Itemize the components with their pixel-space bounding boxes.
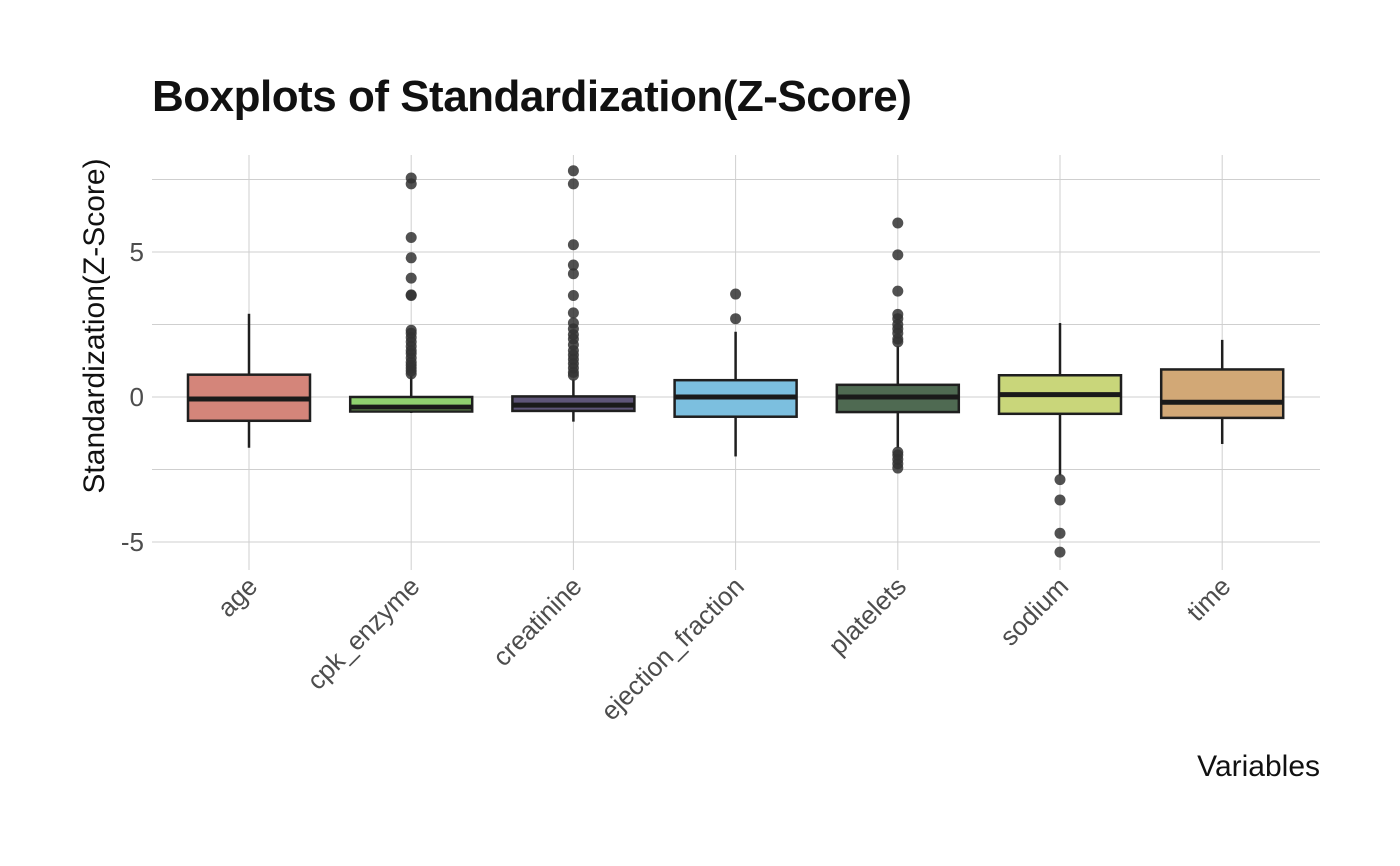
y-axis-ticks: -5 0 5 [121,237,144,557]
outlier-point [405,289,417,301]
outlier-point [892,249,904,261]
box-cpk_enzyme [348,172,474,413]
chart-title: Boxplots of Standardization(Z-Score) [152,72,912,121]
x-tick-label: sodium [994,571,1074,651]
outlier-point [1054,527,1066,539]
x-tick-label: creatinine [487,571,588,672]
y-tick-label: 5 [130,237,144,267]
outlier-point [567,317,579,329]
outlier-point [567,178,579,190]
outlier-point [567,268,579,280]
y-tick-label: 0 [130,382,144,412]
x-axis-ticks: age cpk_enzyme creatinine ejection_fraction… [211,571,1236,726]
outlier-point [567,259,579,271]
x-tick-label: ejection_fraction [595,571,750,726]
outlier-point [1054,494,1066,506]
outlier-point [1054,474,1066,486]
outlier-point [405,172,417,184]
box-layer [186,165,1285,558]
box-age [186,313,312,448]
x-tick-label: cpk_enzyme [301,571,425,695]
outlier-point [567,290,579,301]
box-ejection_fraction [673,288,798,457]
outlier-point [405,324,417,336]
y-tick-label: -5 [121,527,144,557]
outlier-point [892,308,904,320]
outlier-point [405,272,417,284]
x-tick-label: age [211,571,263,623]
outlier-point [730,313,742,325]
outlier-point [730,288,742,300]
outlier-point [892,285,904,297]
box-platelets [835,217,961,474]
outlier-point [892,217,904,229]
y-axis-title: Standardization(Z-Score) [78,158,111,493]
outlier-point [567,165,579,177]
x-tick-label: time [1180,571,1236,627]
box-time [1159,339,1285,444]
box-sodium [997,323,1123,558]
outlier-point [405,252,417,264]
x-tick-label: platelets [822,571,912,661]
box-creatinine [511,165,636,422]
outlier-point [892,446,904,458]
outlier-point [567,307,579,319]
outlier-point [567,239,579,251]
x-axis-title: Variables [1197,750,1320,783]
outlier-point [405,232,417,243]
box-body [1159,368,1285,420]
outlier-point [1054,546,1066,558]
